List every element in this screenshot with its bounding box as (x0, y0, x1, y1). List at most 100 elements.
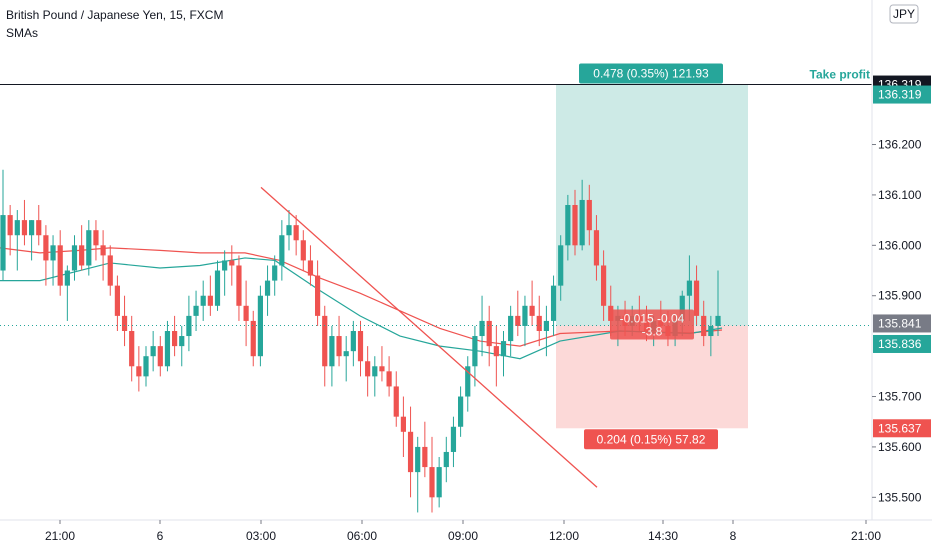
candle (200, 280, 206, 321)
candle (586, 184, 592, 246)
candle (293, 215, 299, 256)
candle (121, 295, 128, 347)
candle (43, 225, 49, 286)
y-tick-label: 135.600 (878, 440, 922, 454)
candle (207, 275, 213, 316)
candle (565, 194, 571, 261)
y-tick-label: 135.500 (878, 490, 922, 504)
price-axis[interactable]: 135.500 135.600 135.700 135.900 136.000 136.1… (871, 0, 922, 520)
candle (279, 220, 285, 281)
candle (136, 346, 142, 392)
y-tick-label: 136.200 (878, 138, 922, 152)
svg-text:136.319: 136.319 (878, 88, 922, 102)
candle (493, 325, 499, 387)
svg-text:135.836: 135.836 (878, 337, 922, 351)
candle (472, 325, 478, 387)
candle (250, 310, 256, 367)
candle (579, 179, 585, 251)
candle (515, 290, 521, 337)
x-tick-label: 09:00 (448, 529, 478, 543)
candle (701, 300, 707, 347)
candle (14, 210, 20, 271)
trendline[interactable] (260, 186, 598, 488)
candle (693, 265, 700, 326)
candle (86, 220, 92, 276)
candle (57, 230, 63, 296)
svg-text:135.841: 135.841 (878, 316, 922, 330)
svg-text:135.637: 135.637 (878, 421, 922, 435)
candle (93, 220, 99, 261)
candle (450, 416, 457, 468)
candle (100, 230, 106, 281)
candle (407, 406, 414, 498)
candle (0, 169, 6, 281)
y-tick-label: 135.900 (878, 289, 922, 303)
candle (386, 356, 392, 397)
svg-text:JPY: JPY (893, 7, 915, 21)
profit-zone[interactable] (556, 84, 748, 326)
candle (243, 280, 249, 347)
candle (322, 305, 328, 387)
candle (465, 356, 471, 412)
svg-text:0.204 (0.15%) 57.82: 0.204 (0.15%) 57.82 (597, 432, 706, 446)
candle (508, 305, 514, 357)
currency-button[interactable]: JPY (889, 4, 919, 24)
candle (400, 396, 406, 457)
x-tick-label: 6 (157, 529, 164, 543)
candle (429, 436, 435, 513)
take-profit-label: Take profit (810, 68, 870, 82)
y-tick-label: 136.000 (878, 238, 922, 252)
candle (343, 336, 349, 382)
time-axis[interactable]: 21:00 6 03:00 06:00 09:00 12:00 14:30 8 21:00 (0, 519, 932, 543)
candle (214, 260, 221, 311)
x-tick-label: 03:00 (246, 529, 276, 543)
candle (379, 346, 385, 382)
indicator-label[interactable]: SMAs (6, 26, 39, 40)
candle (500, 331, 507, 377)
chart-title: British Pound / Japanese Yen, 15, FXCM (6, 8, 224, 22)
candle (336, 315, 342, 367)
candle (164, 320, 171, 372)
y-tick-label: 135.700 (878, 390, 922, 404)
candle (229, 245, 235, 286)
candle (143, 346, 149, 387)
candle (522, 295, 528, 347)
svg-text:-0.015 -0.04: -0.015 -0.04 (620, 311, 685, 325)
candle (458, 386, 464, 437)
candle (536, 295, 542, 347)
candle (550, 275, 557, 337)
candle (329, 325, 335, 387)
candle (529, 280, 535, 326)
candle (193, 290, 199, 331)
drawing-lines: Take profit (0, 68, 872, 488)
svg-text:-3.8: -3.8 (642, 324, 663, 338)
position-labels: 0.478 (0.35%) 121.93 0.204 (0.15%) 57.82 -… (579, 63, 723, 450)
candle (307, 245, 314, 286)
loss-label: 0.204 (0.15%) 57.82 (584, 429, 718, 450)
price-tag: 135.841 (873, 314, 931, 333)
candle (64, 265, 70, 321)
candle (558, 235, 564, 301)
candle (357, 320, 364, 377)
svg-text:0.478 (0.35%) 121.93: 0.478 (0.35%) 121.93 (593, 67, 709, 81)
candle (715, 270, 721, 337)
candle (172, 315, 178, 357)
price-tag: 135.836 (873, 334, 931, 353)
candle (150, 331, 156, 372)
candle (257, 285, 263, 367)
candle (601, 250, 607, 321)
candle (300, 230, 306, 271)
candle (486, 305, 492, 367)
entry-label: -0.015 -0.04-3.8 (610, 309, 694, 340)
candle (236, 255, 242, 321)
candle (572, 189, 578, 256)
price-tag: 136.319 (873, 85, 931, 104)
x-tick-label: 06:00 (347, 529, 377, 543)
candle (264, 265, 271, 316)
x-tick-label: 8 (730, 529, 737, 543)
x-tick-label: 12:00 (549, 529, 579, 543)
loss-zone[interactable] (556, 325, 748, 429)
candle (393, 371, 399, 427)
candle (179, 325, 185, 367)
